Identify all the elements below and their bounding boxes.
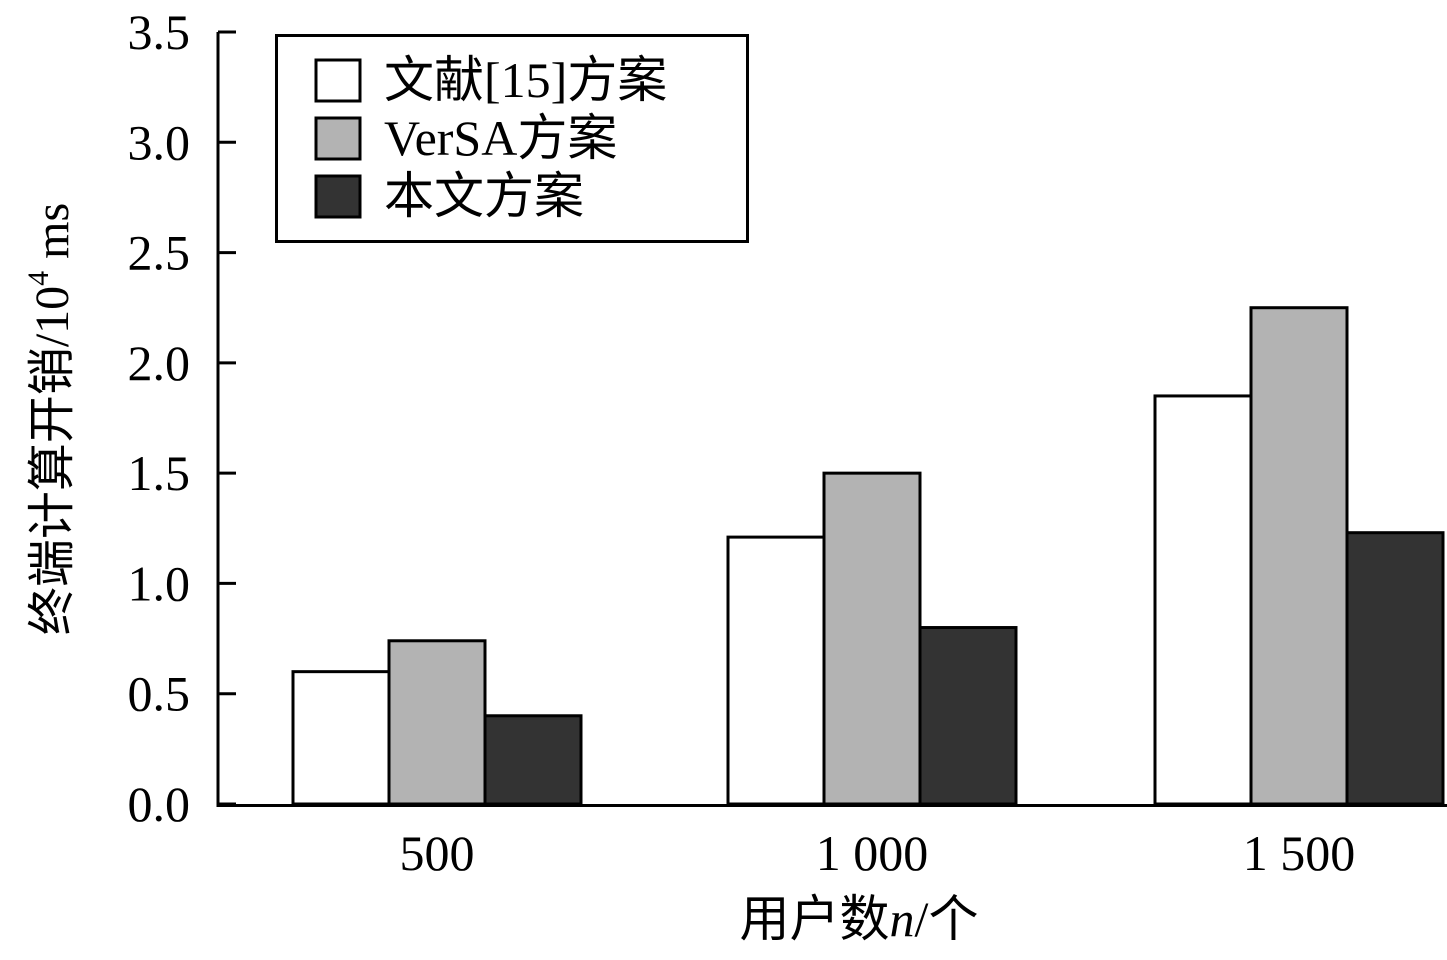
legend-swatch-3 [314,174,362,219]
legend-label-3: 本文方案 [384,168,584,224]
y-tick-label: 3.0 [128,114,191,170]
y-axis-label-exponent: 4 [22,271,55,286]
bar-series-2-cat-2 [822,471,922,806]
y-tick-label: 2.5 [128,225,191,281]
bar-series-1-cat-1 [291,670,391,806]
y-axis-label-prefix: 终端计算开销/10 [26,286,79,635]
bar-series-1-cat-2 [726,535,826,806]
y-tick-label: 1.5 [128,445,191,501]
bar-series-2-cat-1 [387,639,487,806]
x-axis-label-suffix: /个 [915,891,979,947]
y-tick-label: 2.0 [128,335,191,391]
bars-layer [291,306,1445,806]
axes-layer [216,32,1447,807]
y-axis-label: 终端计算开销/104 ms [22,203,79,635]
x-axis-label: 用户数n/个 [740,891,979,947]
legend-label-1: 文献[15]方案 [384,52,667,108]
x-axis-label-variable: n [890,891,915,947]
y-axis-label-suffix: ms [26,203,79,271]
legend-swatch-2 [314,116,362,161]
y-tick-label: 0.0 [128,776,191,832]
bar-series-3-cat-2 [918,626,1018,806]
y-ticks-layer: 0.0 0.5 1.0 1.5 2.0 2.5 3.0 3.5 [128,4,236,832]
bar-series-3-cat-3 [1345,531,1445,806]
x-tick-label: 1 500 [1243,825,1356,881]
y-tick-label: 3.5 [128,4,191,60]
x-ticks-layer: 500 1 000 1 500 [400,825,1356,881]
bar-series-2-cat-3 [1249,306,1349,806]
bar-series-3-cat-1 [483,714,583,806]
y-tick-label: 0.5 [128,666,191,722]
x-axis-label-prefix: 用户数 [740,891,890,947]
legend-label-2: VerSA方案 [384,110,617,166]
bar-series-1-cat-3 [1153,394,1253,806]
x-tick-label: 500 [400,825,475,881]
y-tick-label: 1.0 [128,555,191,611]
x-tick-label: 1 000 [816,825,929,881]
legend-swatch-1 [314,58,362,103]
